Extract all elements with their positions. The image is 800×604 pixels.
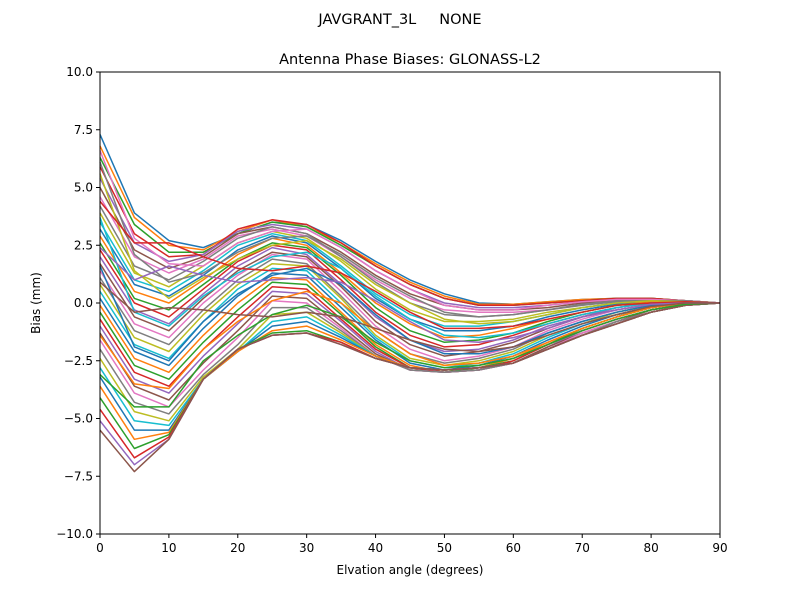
series-line [99, 302, 721, 415]
series-line [99, 235, 721, 339]
series-line [99, 281, 720, 353]
series-lines [99, 134, 721, 473]
x-tick-label: 60 [506, 541, 521, 555]
series-line [99, 290, 720, 390]
x-tick-label: 20 [230, 541, 245, 555]
x-tick-label: 40 [368, 541, 383, 555]
x-axis-ticks: 0 10 20 30 40 50 60 70 80 90 [96, 534, 728, 555]
x-tick-label: 90 [712, 541, 727, 555]
series-line [99, 134, 721, 305]
y-tick-label: 2.5 [74, 238, 93, 252]
y-tick-label: −10.0 [56, 527, 93, 541]
x-axis-label: Elvation angle (degrees) [337, 563, 484, 577]
y-tick-label: 5.0 [74, 181, 93, 195]
y-tick-label: −7.5 [64, 469, 93, 483]
series-line [99, 247, 720, 344]
x-tick-label: 10 [161, 541, 176, 555]
y-tick-label: −2.5 [64, 354, 93, 368]
series-line [99, 242, 721, 344]
y-tick-label: 0.0 [74, 296, 93, 310]
chart-title: Antenna Phase Biases: GLONASS-L2 [279, 52, 541, 68]
y-axis-ticks: −10.0 −7.5 −5.0 −2.5 0.0 2.5 5.0 7.5 10.0 [56, 65, 100, 541]
series-line [99, 302, 721, 473]
y-tick-label: 10.0 [66, 65, 93, 79]
x-tick-label: 70 [575, 541, 590, 555]
series-line [99, 200, 721, 330]
y-axis-label: Bias (mm) [29, 272, 43, 334]
x-tick-label: 0 [96, 541, 104, 555]
x-tick-label: 80 [643, 541, 658, 555]
series-line [99, 173, 721, 325]
series-line [99, 258, 720, 364]
series-line [99, 161, 721, 318]
series-line [99, 302, 721, 408]
y-tick-label: 7.5 [74, 123, 93, 137]
series-line [99, 302, 721, 466]
y-tick-label: −5.0 [64, 412, 93, 426]
series-line [99, 217, 720, 339]
series-line [99, 150, 721, 311]
figure-suptitle: JAVGRANT_3L NONE [317, 12, 481, 28]
x-tick-label: 50 [437, 541, 452, 555]
series-line [99, 177, 721, 309]
x-tick-label: 30 [299, 541, 314, 555]
